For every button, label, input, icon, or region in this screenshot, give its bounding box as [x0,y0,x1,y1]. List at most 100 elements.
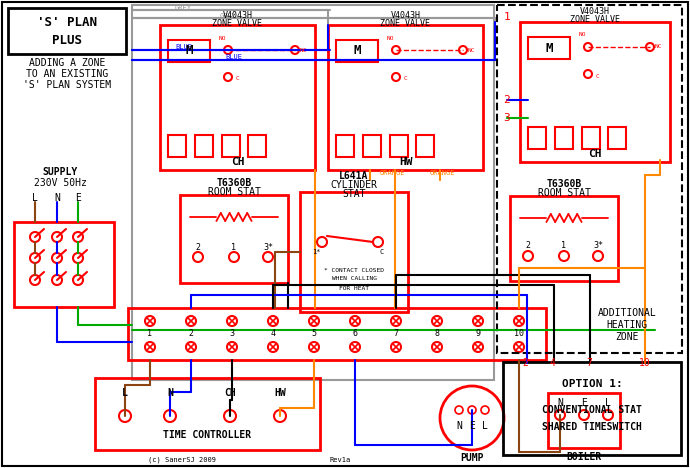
Text: 1: 1 [148,329,152,338]
Text: 2: 2 [188,329,193,338]
Text: ADDING A ZONE: ADDING A ZONE [29,58,105,68]
Bar [222,135,240,157]
Bar [160,25,315,170]
Circle shape [227,316,237,326]
Text: ZONE VALVE: ZONE VALVE [570,15,620,24]
Bar [328,25,483,170]
Circle shape [559,251,569,261]
Text: OPTION 1:: OPTION 1: [562,379,622,389]
Circle shape [514,342,524,352]
Circle shape [224,46,232,54]
Text: ZONE VALVE: ZONE VALVE [213,19,262,28]
Text: C: C [404,76,408,81]
Text: L: L [482,421,488,431]
Text: CYLINDER: CYLINDER [331,180,377,190]
Text: CONVENTIONAL STAT: CONVENTIONAL STAT [542,405,642,415]
Circle shape [350,342,360,352]
Text: L: L [32,193,38,203]
Text: 2: 2 [504,95,511,105]
Circle shape [455,406,463,414]
Circle shape [224,410,236,422]
Text: HEATING: HEATING [607,320,647,330]
Text: NC: NC [654,44,662,50]
Text: V4043H: V4043H [391,10,420,20]
Bar [132,5,494,380]
Text: N: N [167,388,173,398]
Bar [248,135,266,157]
Circle shape [73,232,83,242]
Text: CH: CH [589,149,602,159]
Bar [128,308,546,360]
Bar [95,378,320,450]
Text: V4043H: V4043H [580,7,610,16]
Bar [528,127,546,149]
Text: TIME CONTROLLER: TIME CONTROLLER [163,430,251,440]
Circle shape [514,316,524,326]
Text: ORANGE: ORANGE [380,170,406,176]
Text: TO AN EXISTING: TO AN EXISTING [26,69,108,79]
Circle shape [646,43,654,51]
Text: FOR HEAT: FOR HEAT [339,285,369,291]
Text: 3: 3 [504,113,511,123]
Circle shape [391,316,401,326]
Bar [8,8,126,54]
Circle shape [164,410,176,422]
Text: NO: NO [578,32,586,37]
Circle shape [473,342,483,352]
Bar [336,135,354,157]
Text: WHEN CALLING: WHEN CALLING [331,277,377,281]
Circle shape [309,342,319,352]
Circle shape [186,316,196,326]
Text: 1: 1 [562,241,566,250]
Text: NO: NO [386,36,394,41]
Text: V4043H: V4043H [222,10,253,20]
Text: 'S' PLAN SYSTEM: 'S' PLAN SYSTEM [23,80,111,90]
Text: Rev1a: Rev1a [329,457,351,463]
Circle shape [229,252,239,262]
Bar [416,135,434,157]
Circle shape [603,410,613,420]
Text: ROOM STAT: ROOM STAT [208,187,260,197]
Circle shape [391,342,401,352]
Text: 1*: 1* [312,249,320,255]
Bar [510,196,618,281]
Circle shape [268,316,278,326]
Bar [497,5,682,353]
Bar [548,393,620,448]
Text: (c) SanerSJ 2009: (c) SanerSJ 2009 [148,457,216,463]
Circle shape [309,316,319,326]
Circle shape [459,46,467,54]
Circle shape [119,410,131,422]
Circle shape [73,275,83,285]
Text: NC: NC [299,47,307,52]
Circle shape [579,410,589,420]
Bar [168,135,186,157]
Bar [336,40,378,62]
Text: 10: 10 [639,358,651,368]
Text: SHARED TIMESWITCH: SHARED TIMESWITCH [542,422,642,432]
Text: 9: 9 [475,329,480,338]
Text: M: M [545,42,553,54]
Circle shape [274,410,286,422]
Bar [14,222,114,307]
Text: 6: 6 [353,329,357,338]
Text: N: N [456,421,462,431]
Text: 1: 1 [232,242,237,251]
Text: 2: 2 [522,358,528,368]
Circle shape [30,232,40,242]
Text: ROOM STAT: ROOM STAT [538,188,591,198]
Text: M: M [353,44,361,58]
Circle shape [440,386,504,450]
Text: E: E [75,193,81,203]
Circle shape [481,406,489,414]
Text: PUMP: PUMP [460,453,484,463]
Text: 7: 7 [586,358,592,368]
Circle shape [432,342,442,352]
Circle shape [468,406,476,414]
Text: ORANGE: ORANGE [430,170,455,176]
Bar [608,127,626,149]
Text: 10: 10 [514,329,524,338]
Circle shape [52,253,62,263]
Text: N: N [557,398,563,408]
Bar [195,135,213,157]
